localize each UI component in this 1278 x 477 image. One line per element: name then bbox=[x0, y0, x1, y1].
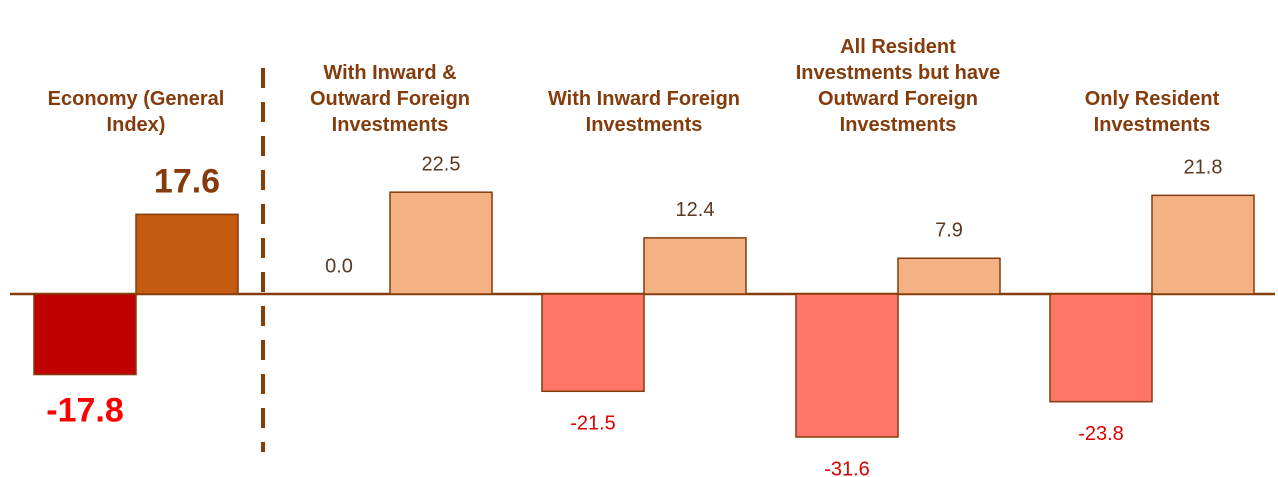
value-label: -17.8 bbox=[46, 392, 124, 430]
value-label: -23.8 bbox=[1078, 423, 1124, 445]
bar bbox=[33, 293, 137, 376]
category-label: All Resident Investments but have Outward … bbox=[796, 36, 1001, 136]
category-label: Economy (General Index) bbox=[48, 88, 225, 136]
category-line: Investments but have bbox=[796, 62, 1001, 84]
bar bbox=[1049, 293, 1153, 403]
value-label: -21.5 bbox=[570, 413, 616, 435]
category-line: With Inward Foreign bbox=[548, 88, 740, 110]
category-label: Only Resident Investments bbox=[1085, 88, 1220, 136]
bar bbox=[135, 213, 239, 295]
category-line: Investments bbox=[840, 114, 957, 136]
category-line: Investments bbox=[586, 114, 703, 136]
category-line: All Resident bbox=[840, 36, 956, 58]
bar bbox=[1151, 194, 1255, 295]
category-line: Index) bbox=[107, 114, 166, 136]
category-line: Only Resident bbox=[1085, 88, 1220, 110]
value-label: 22.5 bbox=[422, 153, 461, 175]
value-label: 0.0 bbox=[325, 255, 353, 277]
value-label: 7.9 bbox=[935, 220, 963, 242]
category-label: With Inward & Outward Foreign Investments bbox=[310, 62, 470, 136]
category-line: Investments bbox=[332, 114, 449, 136]
category-line: Outward Foreign bbox=[818, 88, 978, 110]
value-label: 17.6 bbox=[154, 162, 220, 200]
value-label: -31.6 bbox=[824, 458, 870, 477]
category-line: Outward Foreign bbox=[310, 88, 470, 110]
bar bbox=[389, 191, 493, 295]
value-label: 12.4 bbox=[676, 199, 715, 221]
category-line: With Inward & bbox=[323, 62, 456, 84]
bar bbox=[541, 293, 645, 393]
bar bbox=[643, 237, 747, 295]
category-line: Economy (General bbox=[48, 88, 225, 110]
category-line: Investments bbox=[1094, 114, 1211, 136]
bar bbox=[897, 257, 1001, 295]
category-label: With Inward Foreign Investments bbox=[548, 88, 740, 136]
bar bbox=[795, 293, 899, 438]
value-label: 21.8 bbox=[1184, 157, 1223, 179]
